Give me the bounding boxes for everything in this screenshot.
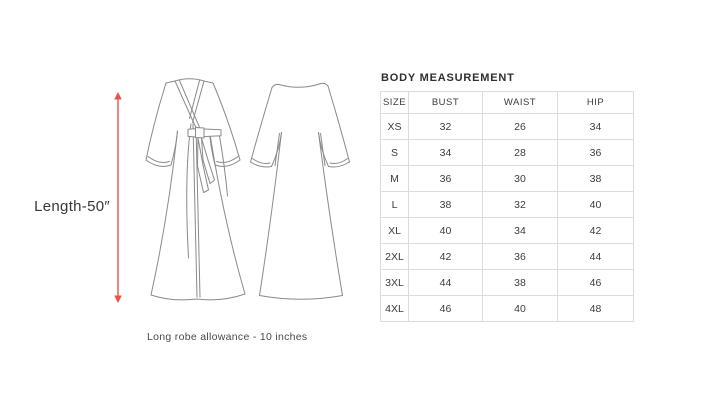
front-right-side-seam-path — [209, 130, 246, 295]
column-header-waist: WAIST — [482, 91, 558, 114]
bust-cell: 46 — [408, 295, 483, 322]
back-hem-path — [259, 295, 343, 300]
table-header-row: SIZE BUST WAIST HIP — [380, 91, 634, 114]
front-wrap-edge-outer-path — [192, 123, 198, 298]
size-cell: 2XL — [380, 243, 409, 270]
hip-cell: 46 — [557, 269, 634, 296]
front-right-cuff-fold-path — [216, 156, 239, 163]
table-title: BODY MEASUREMENT — [381, 72, 515, 84]
length-arrow-icon — [114, 92, 122, 303]
waist-cell: 34 — [482, 217, 558, 244]
front-left-cuff-path — [145, 159, 172, 167]
bust-cell: 34 — [408, 139, 483, 166]
table-row: XL 40 34 42 — [380, 217, 634, 244]
bust-cell: 38 — [408, 191, 483, 218]
column-header-bust: BUST — [408, 91, 483, 114]
front-right-sleeve-outer-path — [203, 80, 241, 161]
column-header-size: SIZE — [380, 91, 409, 114]
back-left-cuff-path — [250, 161, 272, 168]
waist-cell: 26 — [482, 113, 558, 140]
table-row: S 34 28 36 — [380, 139, 634, 166]
column-header-hip: HIP — [557, 91, 634, 114]
front-hem-path — [150, 293, 246, 301]
size-cell: 3XL — [380, 269, 409, 296]
belt-left-band-path — [187, 128, 197, 138]
length-label: Length-50″ — [34, 198, 110, 215]
bust-cell: 44 — [408, 269, 483, 296]
table-row: 4XL 46 40 48 — [380, 295, 634, 322]
sash-tail-long-path — [197, 137, 209, 193]
waist-cell: 40 — [482, 295, 558, 322]
waist-cell: 36 — [482, 243, 558, 270]
front-neckline-path — [174, 78, 205, 82]
table-row: 2XL 42 36 44 — [380, 243, 634, 270]
front-right-panel-edge-path — [219, 135, 228, 197]
size-cell: 4XL — [380, 295, 409, 322]
measurement-table: SIZE BUST WAIST HIP XS 32 26 34 S 34 28 — [380, 91, 634, 322]
size-cell: S — [380, 139, 409, 166]
hip-cell: 36 — [557, 139, 634, 166]
front-left-sleeve-outer-path — [145, 80, 176, 161]
robe-back-sketch — [250, 82, 350, 300]
front-right-collar-inner-path — [189, 80, 200, 119]
front-left-side-seam-path — [150, 130, 178, 296]
waist-cell: 30 — [482, 165, 558, 192]
waist-cell: 38 — [482, 269, 558, 296]
front-wrap-underpanel-path — [186, 123, 192, 259]
back-left-side-seam-path — [259, 132, 282, 296]
sash-knot-path — [195, 127, 205, 139]
body-measurement-section: BODY MEASUREMENT SIZE BUST WAIST HIP XS … — [380, 72, 634, 322]
front-right-cuff-path — [214, 159, 241, 167]
back-neckline-path — [271, 82, 329, 88]
bust-cell: 36 — [408, 165, 483, 192]
back-right-cuff-path — [328, 161, 350, 168]
table-row: M 36 30 38 — [380, 165, 634, 192]
back-right-sleeve-inner-path — [318, 132, 329, 167]
size-cell: XS — [380, 113, 409, 140]
sash-tail-short-path — [201, 137, 215, 184]
back-right-sleeve-seam-path — [320, 133, 326, 166]
hip-cell: 44 — [557, 243, 634, 270]
robe-front-sketch — [145, 78, 246, 301]
back-right-sleeve-outer-path — [327, 85, 350, 163]
size-cell: XL — [380, 217, 409, 244]
hip-cell: 48 — [557, 295, 634, 322]
arrow-head-up-icon — [114, 92, 122, 100]
back-right-side-seam-path — [318, 132, 343, 296]
hip-cell: 34 — [557, 113, 634, 140]
front-right-collar-outer-path — [192, 80, 205, 123]
bust-cell: 42 — [408, 243, 483, 270]
table-row: XS 32 26 34 — [380, 113, 634, 140]
table-row: 3XL 44 38 46 — [380, 269, 634, 296]
hip-cell: 40 — [557, 191, 634, 218]
hip-cell: 42 — [557, 217, 634, 244]
hip-cell: 38 — [557, 165, 634, 192]
size-cell: M — [380, 165, 409, 192]
bust-cell: 32 — [408, 113, 483, 140]
waist-cell: 28 — [482, 139, 558, 166]
allowance-caption: Long robe allowance - 10 inches — [147, 331, 308, 343]
front-left-cuff-fold-path — [147, 156, 170, 163]
back-left-sleeve-seam-path — [274, 133, 280, 166]
back-left-sleeve-inner-path — [271, 132, 282, 167]
waist-cell: 32 — [482, 191, 558, 218]
table-row: L 38 32 40 — [380, 191, 634, 218]
back-left-sleeve-outer-path — [250, 87, 273, 163]
front-wrap-edge-inner-path — [195, 126, 201, 298]
back-left-cuff-fold-path — [252, 158, 271, 164]
bust-cell: 40 — [408, 217, 483, 244]
back-right-cuff-fold-path — [329, 158, 348, 164]
arrow-head-down-icon — [114, 295, 122, 303]
front-left-collar-inner-path — [179, 80, 201, 129]
size-cell: L — [380, 191, 409, 218]
